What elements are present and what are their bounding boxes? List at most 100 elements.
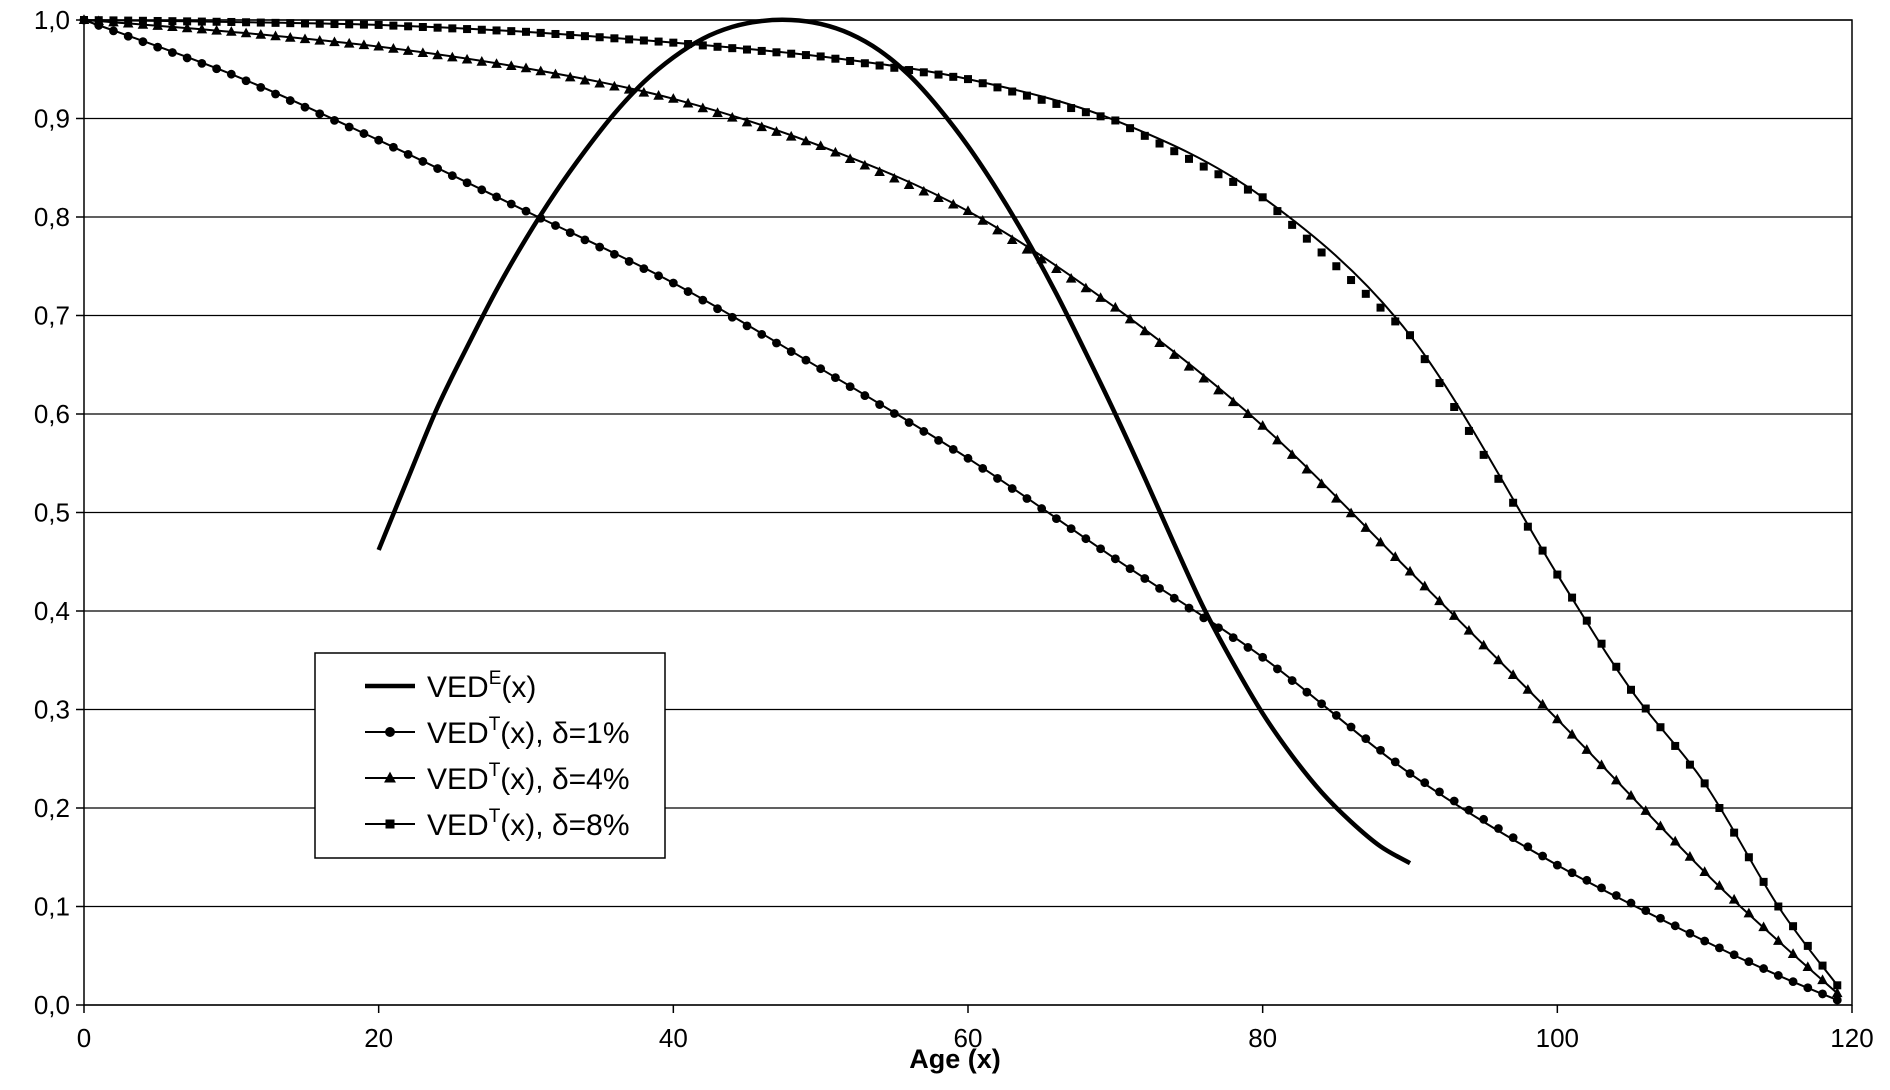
data-point [639,264,649,274]
data-point [1494,474,1503,483]
data-point [580,235,590,245]
legend-label: VEDT(x), δ=4% [427,760,630,796]
data-point [1773,971,1783,980]
data-point [1448,610,1460,620]
data-point [1361,289,1370,298]
data-point [904,418,914,427]
data-point [697,102,709,113]
data-point [1627,685,1635,694]
data-point [550,68,561,79]
data-point [1272,434,1283,445]
data-point [579,74,591,85]
data-point [1139,325,1151,336]
data-point [860,59,869,68]
data-point [314,34,326,45]
data-point [1434,595,1445,606]
data-point [992,224,1003,235]
data-point [742,321,752,331]
data-point [668,278,678,288]
data-point [461,53,473,64]
data-point [1376,745,1385,755]
data-point [684,40,693,49]
data-point [1154,337,1165,348]
data-point [1037,504,1047,513]
data-point [374,20,383,29]
data-point [623,83,635,94]
data-point [1273,207,1282,216]
data-point [1168,349,1180,359]
data-point [741,116,753,127]
data-point [1759,964,1768,973]
data-point [1626,898,1636,908]
data-point [1553,570,1562,579]
data-point [1185,154,1193,163]
data-point [816,364,826,374]
data-point [1494,824,1503,833]
data-point [1184,603,1194,613]
data-point [168,48,177,57]
data-point [1641,704,1650,713]
data-point [772,48,781,57]
data-point [728,44,737,53]
data-point [1744,853,1753,862]
data-point [1360,522,1372,532]
data-point [286,19,295,28]
data-point [374,135,384,145]
legend: VEDE(x) VEDT(x), δ=1% VEDT(x), δ=4% VEDT(x)… [314,652,666,859]
data-point [713,42,722,51]
data-point [624,257,634,266]
data-point [964,75,972,84]
data-point [255,29,267,39]
data-point [564,71,576,82]
data-point [844,153,856,164]
data-point [1803,941,1812,950]
data-point [138,37,148,47]
x-tick-label: 120 [1830,1023,1873,1053]
x-tick-label: 100 [1536,1023,1579,1053]
data-point [1656,913,1665,923]
data-point [299,33,311,44]
data-point [1022,494,1032,503]
data-point [785,130,797,141]
data-point [1301,463,1313,474]
data-point [1404,565,1416,576]
data-point [947,198,959,209]
data-point [226,69,236,79]
series-3 [78,14,1843,998]
data-point [242,18,251,27]
data-point [846,56,855,65]
data-point [1670,921,1680,931]
data-point [962,205,974,216]
data-point [385,727,395,737]
data-point [505,60,517,71]
data-point [1258,652,1268,662]
data-point [182,53,192,63]
y-tick-label: 0,9 [34,104,70,134]
data-point [477,185,487,195]
data-point [492,26,501,35]
data-point [1006,234,1018,245]
data-point [1552,713,1563,724]
data-point [1110,301,1121,312]
data-point [123,31,133,41]
data-point [197,17,206,26]
data-point [580,32,589,41]
data-point [227,17,236,26]
legend-label: VEDT(x), δ=1% [427,714,630,750]
data-point [1478,639,1489,650]
x-axis-title: Age (x) [909,1044,1001,1074]
data-point [1317,248,1326,257]
data-point [845,382,855,392]
data-point [1081,534,1091,544]
data-point [1597,639,1606,648]
data-point [815,140,826,151]
data-point [330,115,339,125]
data-point [433,23,442,32]
data-point [1227,396,1239,407]
data-point [1700,936,1710,946]
data-point [138,16,147,25]
data-point [905,66,914,75]
y-tick-label: 0,7 [34,301,70,331]
data-point [1052,514,1061,524]
data-point [447,171,457,181]
